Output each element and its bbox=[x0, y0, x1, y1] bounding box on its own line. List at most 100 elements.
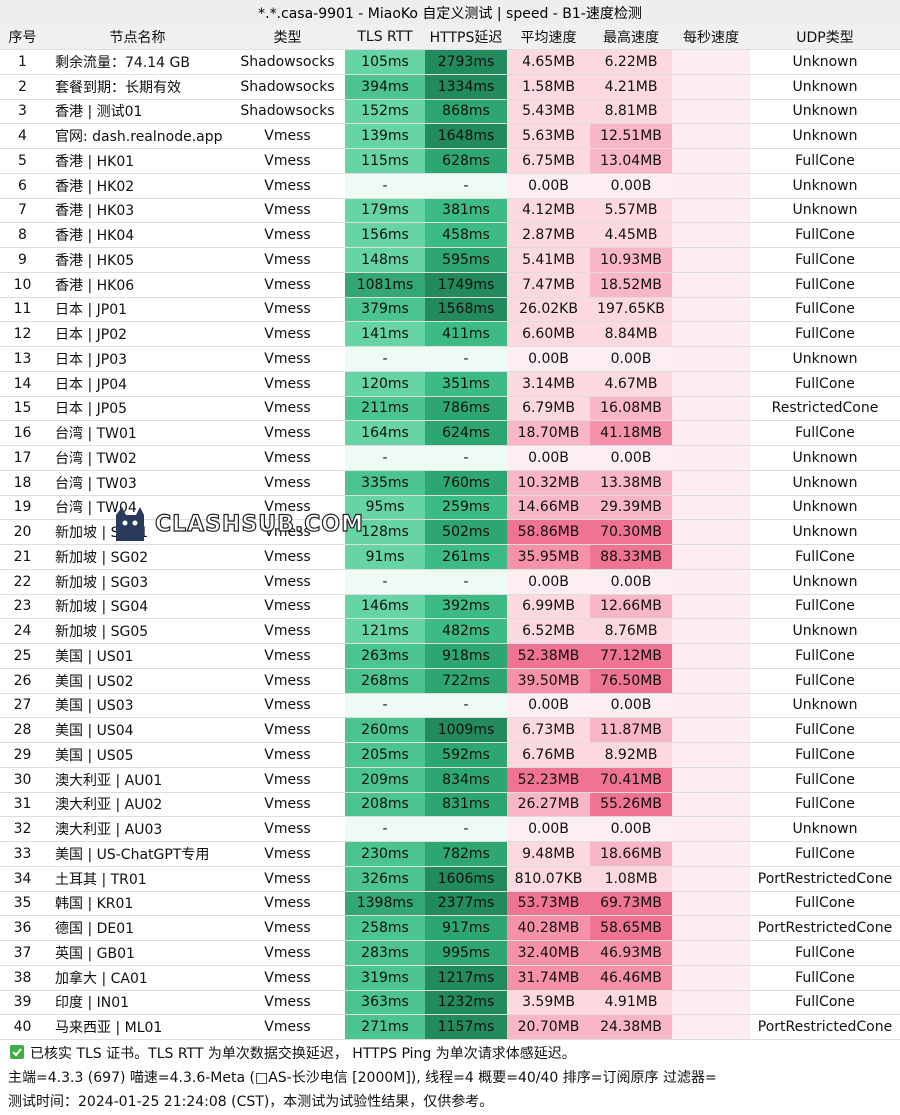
cell: 6.73MB bbox=[507, 718, 590, 743]
speed-graph-cell bbox=[672, 594, 750, 620]
cell: FullCone bbox=[750, 272, 900, 298]
cell: 12.66MB bbox=[590, 594, 672, 620]
header-cell: 每秒速度 bbox=[672, 25, 750, 50]
cell: 868ms bbox=[425, 99, 507, 125]
cell: FullCone bbox=[750, 644, 900, 669]
speed-graph-cell bbox=[672, 99, 750, 125]
cell: 2793ms bbox=[425, 50, 507, 75]
cell: 澳大利亚 | AU03 bbox=[45, 817, 230, 842]
cell: 152ms bbox=[345, 99, 425, 125]
cell: Unknown bbox=[750, 347, 900, 372]
cell: 美国 | US-ChatGPT专用 bbox=[45, 842, 230, 867]
cell: 39.50MB bbox=[507, 668, 590, 694]
cell: Vmess bbox=[230, 272, 345, 298]
cell: 21 bbox=[0, 545, 45, 570]
cell: - bbox=[425, 569, 507, 595]
cell: 14.66MB bbox=[507, 495, 590, 521]
cell: Unknown bbox=[750, 520, 900, 545]
cell: 53.73MB bbox=[507, 891, 590, 917]
cell: 0.00B bbox=[590, 817, 672, 842]
cell: 52.23MB bbox=[507, 767, 590, 793]
cell: - bbox=[425, 446, 507, 471]
cell: Vmess bbox=[230, 718, 345, 743]
cell: 8 bbox=[0, 223, 45, 248]
cell: Vmess bbox=[230, 248, 345, 273]
speed-graph-cell bbox=[672, 198, 750, 224]
cell: 香港 | HK02 bbox=[45, 173, 230, 199]
cell: 11.87MB bbox=[590, 718, 672, 743]
cell: 0.00B bbox=[507, 446, 590, 471]
cell: 6.79MB bbox=[507, 396, 590, 422]
cell: 土耳其 | TR01 bbox=[45, 866, 230, 892]
header-cell: 平均速度 bbox=[507, 25, 590, 50]
speed-graph-cell bbox=[672, 545, 750, 570]
cell: Vmess bbox=[230, 371, 345, 397]
cell: 37 bbox=[0, 941, 45, 966]
cell: Unknown bbox=[750, 446, 900, 471]
cell: 3.14MB bbox=[507, 371, 590, 397]
cell: 205ms bbox=[345, 743, 425, 768]
cell: 29 bbox=[0, 743, 45, 768]
cell: PortRestrictedCone bbox=[750, 1015, 900, 1040]
cell: 美国 | US05 bbox=[45, 743, 230, 768]
cell: Unknown bbox=[750, 693, 900, 719]
speed-graph-cell bbox=[672, 743, 750, 768]
header-cell: HTTPS延迟 bbox=[425, 25, 507, 50]
cell: 马来西亚 | ML01 bbox=[45, 1015, 230, 1040]
cell: 0.00B bbox=[507, 173, 590, 199]
cell: 146ms bbox=[345, 594, 425, 620]
cell: FullCone bbox=[750, 668, 900, 694]
cat-icon bbox=[116, 507, 144, 541]
cell: Vmess bbox=[230, 594, 345, 620]
cell: 官网: dash.realnode.app bbox=[45, 124, 230, 149]
cell: 6.99MB bbox=[507, 594, 590, 620]
speed-graph-cell bbox=[672, 50, 750, 75]
cell: 379ms bbox=[345, 297, 425, 323]
cell: 502ms bbox=[425, 520, 507, 545]
cell: FullCone bbox=[750, 149, 900, 174]
cell: 31 bbox=[0, 792, 45, 818]
cell: Vmess bbox=[230, 693, 345, 719]
header-cell: 序号 bbox=[0, 25, 45, 50]
cell: 9 bbox=[0, 248, 45, 273]
cell: Vmess bbox=[230, 446, 345, 471]
cell: 5.41MB bbox=[507, 248, 590, 273]
cell: 4.67MB bbox=[590, 371, 672, 397]
cell: - bbox=[425, 817, 507, 842]
cell: 18.70MB bbox=[507, 421, 590, 446]
cell: 115ms bbox=[345, 149, 425, 174]
cell: 592ms bbox=[425, 743, 507, 768]
cell: 14 bbox=[0, 371, 45, 397]
cell: 2 bbox=[0, 74, 45, 100]
cell: Unknown bbox=[750, 50, 900, 75]
speed-graph-cell bbox=[672, 149, 750, 174]
cell: 36 bbox=[0, 916, 45, 941]
cell: 澳大利亚 | AU02 bbox=[45, 792, 230, 818]
cell: Vmess bbox=[230, 520, 345, 545]
cell: 179ms bbox=[345, 198, 425, 224]
cell: 70.30MB bbox=[590, 520, 672, 545]
cell: 760ms bbox=[425, 470, 507, 496]
cell: - bbox=[425, 693, 507, 719]
cell: 259ms bbox=[425, 495, 507, 521]
cell: 29.39MB bbox=[590, 495, 672, 521]
cell: FullCone bbox=[750, 371, 900, 397]
cell: 326ms bbox=[345, 866, 425, 892]
cell: 95ms bbox=[345, 495, 425, 521]
cell: 20.70MB bbox=[507, 1015, 590, 1040]
cell: Unknown bbox=[750, 99, 900, 125]
speed-graph-cell bbox=[672, 990, 750, 1016]
cell: FullCone bbox=[750, 891, 900, 917]
cell: - bbox=[345, 817, 425, 842]
cell: 319ms bbox=[345, 965, 425, 991]
cell: 261ms bbox=[425, 545, 507, 570]
cell: 5.57MB bbox=[590, 198, 672, 224]
cell: 392ms bbox=[425, 594, 507, 620]
cell: FullCone bbox=[750, 223, 900, 248]
cell: 26 bbox=[0, 668, 45, 694]
cell: 381ms bbox=[425, 198, 507, 224]
footer-line: 测试时间：2024-01-25 21:24:08 (CST)，本测试为试验性结果… bbox=[8, 1094, 494, 1110]
cell: Vmess bbox=[230, 842, 345, 867]
cell: 27 bbox=[0, 693, 45, 719]
